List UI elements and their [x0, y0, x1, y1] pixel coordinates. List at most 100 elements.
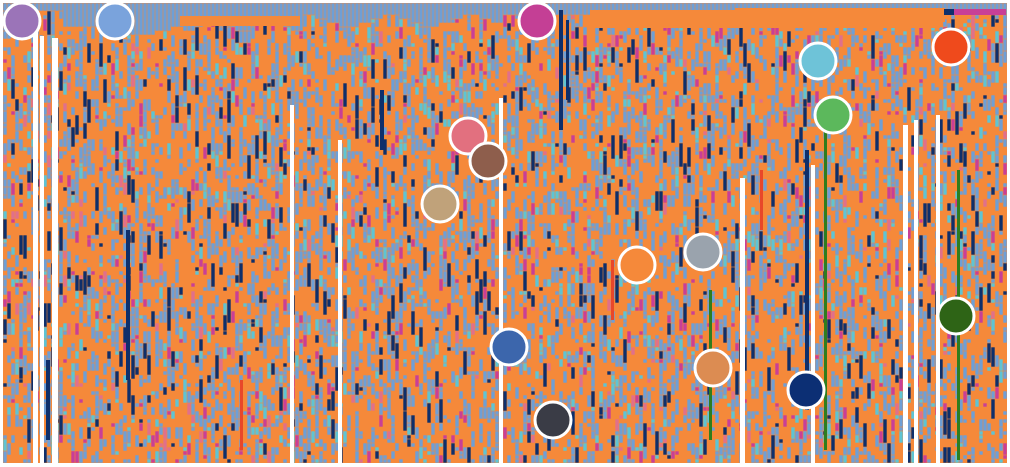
cell	[279, 387, 283, 411]
cell	[731, 411, 735, 419]
cell	[259, 347, 263, 351]
cell	[115, 59, 119, 71]
cell	[27, 299, 31, 303]
cell	[459, 219, 463, 231]
cell	[399, 307, 403, 319]
cell	[451, 151, 455, 163]
cell	[723, 395, 727, 399]
cell	[395, 243, 399, 251]
cell	[391, 295, 395, 319]
cell	[343, 187, 347, 191]
cell	[567, 239, 571, 243]
cell	[543, 127, 547, 135]
cell	[159, 195, 163, 199]
cell	[495, 219, 499, 227]
cell	[223, 55, 227, 59]
cell	[523, 411, 527, 423]
cell	[403, 375, 407, 379]
cell	[215, 391, 219, 395]
cell	[747, 259, 751, 271]
cell	[91, 455, 95, 463]
cell	[743, 119, 747, 131]
cell	[211, 195, 215, 207]
cell	[175, 259, 179, 263]
cell	[7, 323, 11, 335]
cell	[271, 159, 275, 167]
cell	[567, 111, 571, 115]
cell	[483, 51, 487, 55]
cell	[143, 127, 147, 139]
cell	[591, 99, 595, 111]
cell	[647, 119, 651, 123]
cell	[467, 347, 471, 355]
cell	[71, 407, 75, 419]
cell	[455, 331, 459, 343]
cell	[223, 47, 227, 51]
cell	[535, 39, 539, 43]
cell	[471, 351, 475, 355]
cell	[571, 235, 575, 247]
cell	[599, 255, 603, 259]
cell	[255, 415, 259, 419]
cell	[635, 403, 639, 415]
cell	[3, 219, 7, 239]
cell	[143, 167, 147, 175]
cell	[323, 255, 327, 259]
cell	[431, 139, 435, 147]
cell	[519, 47, 523, 55]
cell	[427, 27, 431, 39]
cell	[651, 139, 655, 143]
cell	[219, 439, 223, 447]
cell	[615, 51, 619, 59]
cell	[391, 335, 395, 351]
cell	[423, 87, 427, 95]
cell	[255, 427, 259, 435]
cell	[131, 147, 135, 159]
cell	[403, 103, 407, 107]
cell	[227, 423, 231, 427]
cell	[575, 187, 579, 199]
cell	[231, 191, 235, 203]
cell	[367, 159, 371, 163]
cell	[347, 307, 351, 319]
cell	[579, 203, 583, 207]
cell	[263, 335, 267, 347]
cell	[111, 239, 115, 251]
cell	[615, 155, 619, 167]
cell	[319, 391, 323, 399]
cell	[391, 319, 395, 323]
cell	[91, 27, 95, 39]
cell	[639, 87, 643, 95]
cell	[659, 159, 663, 171]
cell	[103, 207, 107, 215]
cell	[47, 455, 51, 459]
cell	[191, 87, 195, 95]
cell	[559, 175, 563, 183]
cell	[667, 451, 671, 455]
cell	[63, 135, 67, 147]
cell	[259, 115, 263, 119]
cell	[575, 23, 579, 27]
cell	[107, 351, 111, 359]
cell	[591, 451, 595, 455]
cell	[459, 455, 463, 459]
cell	[223, 215, 227, 223]
cell	[507, 23, 511, 31]
cell	[599, 179, 603, 191]
cell	[623, 311, 627, 319]
cell	[471, 63, 475, 75]
cell	[115, 175, 119, 183]
cell	[339, 99, 343, 107]
cell	[739, 47, 743, 51]
cell	[59, 43, 63, 51]
cell	[419, 439, 423, 447]
cell	[411, 223, 415, 227]
cell	[143, 407, 147, 411]
cell	[255, 403, 259, 415]
cell	[243, 171, 247, 179]
cell	[487, 63, 491, 71]
cell	[3, 311, 7, 315]
cell	[703, 67, 707, 75]
cell	[463, 231, 467, 239]
cell	[359, 299, 363, 307]
